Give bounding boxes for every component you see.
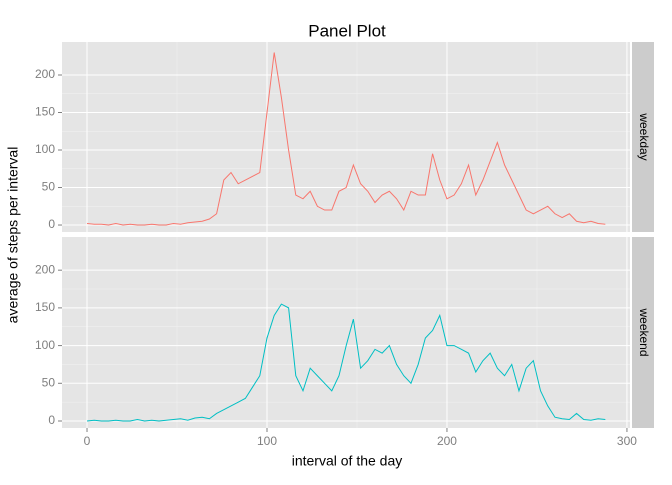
y-tick-label: 200 [35,67,55,81]
y-tick-label: 100 [35,338,55,352]
strip-label: weekday [637,112,651,160]
y-tick-label: 100 [35,142,55,156]
y-tick-label: 0 [48,413,55,427]
y-tick-label: 50 [42,375,56,389]
chart-title: Panel Plot [308,21,386,40]
data-line [86,303,606,422]
panel-background [62,42,630,232]
y-tick-label: 50 [42,180,56,194]
y-tick-label: 0 [48,217,55,231]
x-tick-label: 200 [437,434,457,448]
strip-label: weekend [637,307,651,356]
y-axis-label: average of steps per interval [5,147,21,324]
y-tick-label: 200 [35,262,55,276]
y-tick-label: 150 [35,300,55,314]
y-tick-label: 150 [35,105,55,119]
strip-background [632,42,654,232]
data-line [86,52,606,226]
x-axis-label: interval of the day [292,453,403,469]
x-tick-label: 300 [617,434,637,448]
x-tick-label: 100 [257,434,277,448]
strip-background [632,237,654,428]
panel-background [62,237,630,428]
x-tick-label: 0 [84,434,91,448]
